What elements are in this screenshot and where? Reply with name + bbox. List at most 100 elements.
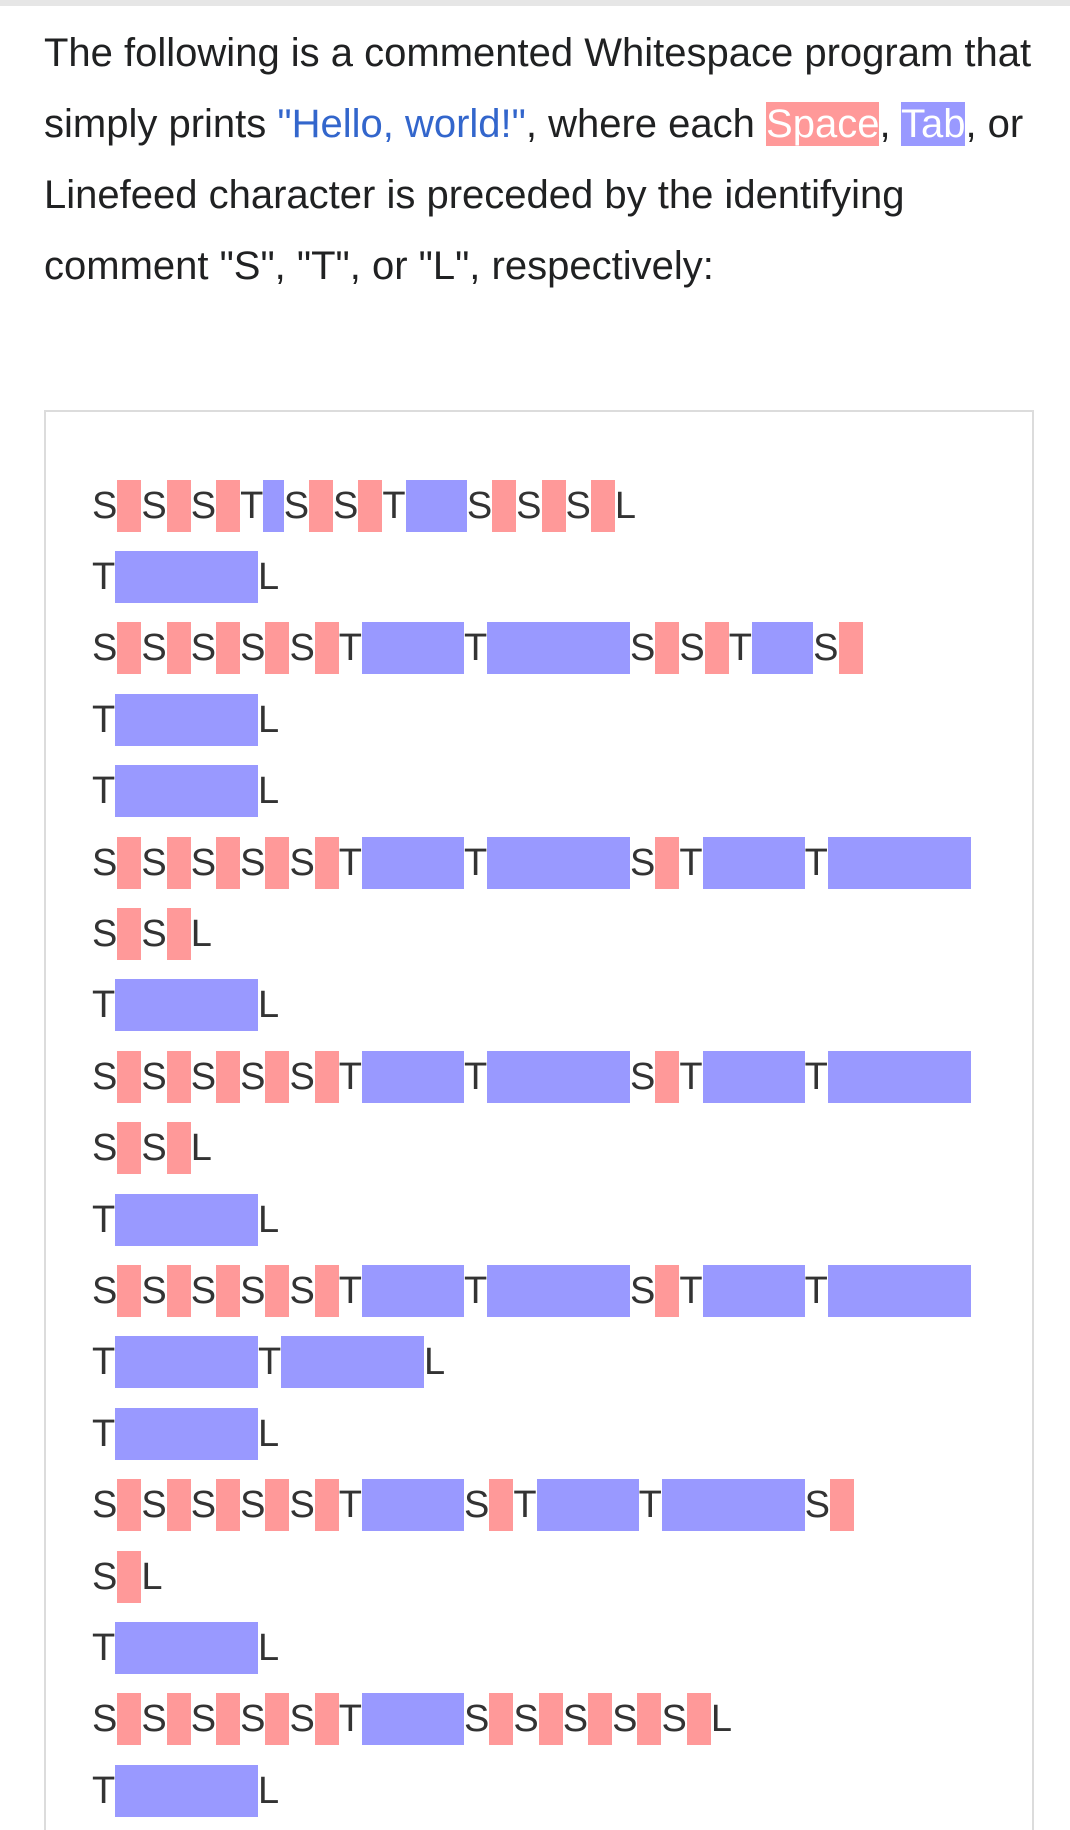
tab-char-block <box>702 1264 805 1317</box>
code-char-t: T <box>338 1269 363 1312</box>
code-char-s: S <box>813 627 839 670</box>
code-char-s: S <box>92 1484 118 1527</box>
intro-comma: , <box>879 102 901 146</box>
space-char-block <box>314 1693 339 1746</box>
code-char-t: T <box>92 1341 116 1384</box>
code-char-s: S <box>630 841 656 884</box>
code-char-s: S <box>240 1484 266 1527</box>
code-char-s: S <box>464 1698 490 1741</box>
tab-char-block <box>487 1264 631 1317</box>
space-highlight: Space <box>766 102 880 146</box>
space-char-block <box>166 1693 191 1746</box>
intro-text-3: , or Linefeed character is preceded by t… <box>44 102 1024 288</box>
code-char-t: T <box>240 484 264 527</box>
space-char-block <box>590 479 615 532</box>
space-char-block <box>541 479 566 532</box>
intro-text-1: The following is a commented Whitespace … <box>44 31 1032 146</box>
space-char-block <box>117 1550 142 1603</box>
top-divider <box>0 0 1070 6</box>
space-char-block <box>166 1479 191 1532</box>
tab-char-block <box>115 979 259 1032</box>
code-char-t: T <box>382 484 406 527</box>
tab-char-block <box>115 1764 259 1817</box>
code-char-t: T <box>638 1484 662 1527</box>
space-char-block <box>265 836 290 889</box>
space-char-block <box>166 836 191 889</box>
space-char-block <box>166 479 191 532</box>
code-char-t: T <box>338 1055 363 1098</box>
code-char-s: S <box>190 484 217 527</box>
space-char-block <box>829 1479 854 1532</box>
code-char-s: S <box>289 841 315 884</box>
code-char-s: S <box>283 484 310 527</box>
code-char-s: S <box>630 1055 656 1098</box>
space-char-block <box>117 1264 142 1317</box>
tab-char-block <box>115 551 259 604</box>
code-char-s: S <box>466 484 493 527</box>
code-char-s: S <box>92 1127 118 1170</box>
tab-char-block <box>751 622 814 675</box>
code-char-s: S <box>141 1269 167 1312</box>
code-char-s: S <box>92 484 118 527</box>
code-char-t: T <box>464 1269 488 1312</box>
space-char-block <box>655 1264 680 1317</box>
code-char-t: T <box>464 841 488 884</box>
code-char-l: L <box>258 1769 280 1812</box>
space-char-block <box>489 1693 514 1746</box>
space-char-block <box>686 1693 711 1746</box>
space-char-block <box>216 479 241 532</box>
space-char-block <box>117 836 142 889</box>
space-char-block <box>166 1050 191 1103</box>
code-char-t: T <box>92 770 116 813</box>
space-char-block <box>216 622 241 675</box>
intro-text-2: , where each <box>525 102 767 146</box>
code-char-s: S <box>679 627 705 670</box>
hello-world-link[interactable]: "Hello, world!" <box>277 102 526 146</box>
tab-char-block <box>362 1050 465 1103</box>
tab-char-block <box>362 622 465 675</box>
code-char-l: L <box>258 1412 280 1455</box>
code-char-s: S <box>190 1698 217 1741</box>
tab-char-block <box>281 1336 425 1389</box>
tab-char-block <box>827 1264 971 1317</box>
tab-char-block <box>487 622 631 675</box>
space-char-block <box>655 1050 680 1103</box>
code-char-s: S <box>141 841 167 884</box>
code-char-t: T <box>679 841 703 884</box>
space-char-block <box>117 479 142 532</box>
code-char-l: L <box>258 1626 280 1669</box>
code-char-s: S <box>516 484 542 527</box>
space-char-block <box>489 1479 514 1532</box>
tab-char-block <box>263 479 284 532</box>
code-char-s: S <box>92 1055 118 1098</box>
tab-char-block <box>362 1693 465 1746</box>
space-char-block <box>166 1122 191 1175</box>
code-char-s: S <box>464 1484 490 1527</box>
code-char-t: T <box>338 1484 363 1527</box>
code-char-l: L <box>190 913 212 956</box>
tab-char-block <box>115 1193 259 1246</box>
tab-char-block <box>405 479 467 532</box>
code-char-t: T <box>679 1269 703 1312</box>
code-char-l: L <box>258 1198 280 1241</box>
code-char-s: S <box>630 1269 656 1312</box>
space-char-block <box>838 622 863 675</box>
tab-highlight: Tab <box>900 102 966 146</box>
code-char-s: S <box>141 484 167 527</box>
code-char-t: T <box>92 1769 116 1812</box>
code-char-t: T <box>728 627 752 670</box>
tab-char-block <box>362 1264 465 1317</box>
code-char-t: T <box>92 984 116 1027</box>
tab-char-block <box>487 836 631 889</box>
space-char-block <box>265 1264 290 1317</box>
space-char-block <box>588 1693 613 1746</box>
space-char-block <box>637 1693 662 1746</box>
code-char-s: S <box>92 1269 118 1312</box>
